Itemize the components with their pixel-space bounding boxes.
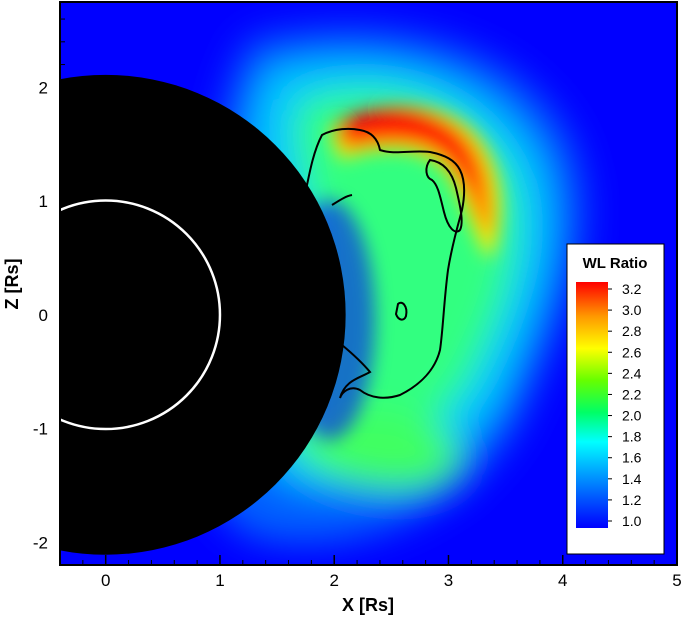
colorbar-tick-label: 1.4: [622, 471, 642, 487]
colorbar-tick-label: 1.2: [622, 492, 642, 508]
colorbar-tick-label: 2.4: [622, 365, 642, 381]
y-tick-label: -2: [33, 533, 48, 552]
x-tick-label: 5: [672, 571, 681, 590]
colorbar-tick-label: 2.8: [622, 323, 642, 339]
contour-small-blob: [394, 301, 408, 321]
colorbar-title: WL Ratio: [583, 255, 648, 272]
colorbar-ticks: 3.2 3.0 2.8 2.6 2.4 2.2 2.0 1.8 1.6 1.4 1.2 1.0: [608, 281, 642, 529]
colorbar-tick-label: 1.8: [622, 429, 642, 445]
x-tick-label: 2: [329, 571, 338, 590]
x-axis: 0 1 2 3 4 5: [82, 555, 682, 590]
x-tick-label: 3: [444, 571, 453, 590]
y-tick-label: 0: [39, 306, 48, 325]
y-tick-label: 1: [39, 192, 48, 211]
y-axis-title: Z [Rs]: [2, 259, 22, 310]
colorbar: WL Ratio 3.2 3.0 2.8 2.6 2.4 2.2 2.0 1.8 1.6 1.4 1…: [566, 243, 665, 555]
colorbar-tick-label: 2.0: [622, 408, 642, 424]
x-tick-label: 4: [558, 571, 567, 590]
contour-small-arc: [331, 194, 353, 206]
y-tick-label: 2: [39, 78, 48, 97]
solar-limb-circle: [60, 199, 222, 431]
contour-lines: [305, 127, 466, 399]
contour-inner-loop: [425, 158, 463, 233]
occulter-disk: [60, 74, 346, 555]
y-tick-label: -1: [33, 420, 48, 439]
colorbar-tick-label: 2.6: [622, 344, 642, 360]
x-tick-label: 1: [215, 571, 224, 590]
bright-front: [330, 106, 501, 260]
plot-frame: [59, 1, 678, 566]
x-axis-title: X [Rs]: [342, 595, 394, 615]
colorbar-tick-label: 1.6: [622, 450, 642, 466]
colorbar-tick-label: 2.2: [622, 386, 642, 402]
contour-main: [305, 127, 466, 399]
colorbar-tick-label: 3.2: [622, 281, 642, 297]
colorbar-tick-label: 1.0: [622, 513, 642, 529]
colorbar-gradient: [576, 282, 608, 528]
colorbar-tick-label: 3.0: [622, 302, 642, 318]
plot-area: [60, 2, 677, 565]
y-axis: -2 -1 0 1 2: [33, 18, 70, 566]
front-red: [340, 108, 480, 195]
x-tick-label: 0: [101, 571, 110, 590]
